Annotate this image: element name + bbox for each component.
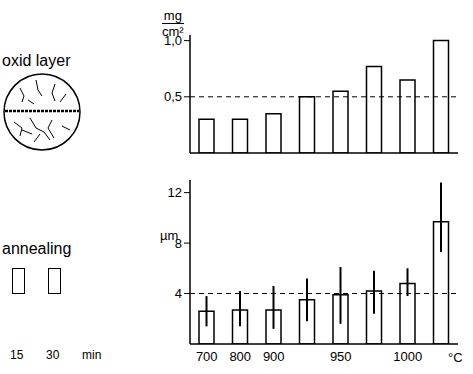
svg-text:12: 12	[168, 185, 182, 200]
svg-text:950: 950	[330, 349, 352, 364]
svg-text:4: 4	[175, 286, 182, 301]
svg-text:1000: 1000	[393, 349, 422, 364]
svg-text:900: 900	[263, 349, 285, 364]
svg-text:700: 700	[196, 349, 218, 364]
svg-text:0,5: 0,5	[164, 89, 182, 104]
svg-text:800: 800	[229, 349, 251, 364]
